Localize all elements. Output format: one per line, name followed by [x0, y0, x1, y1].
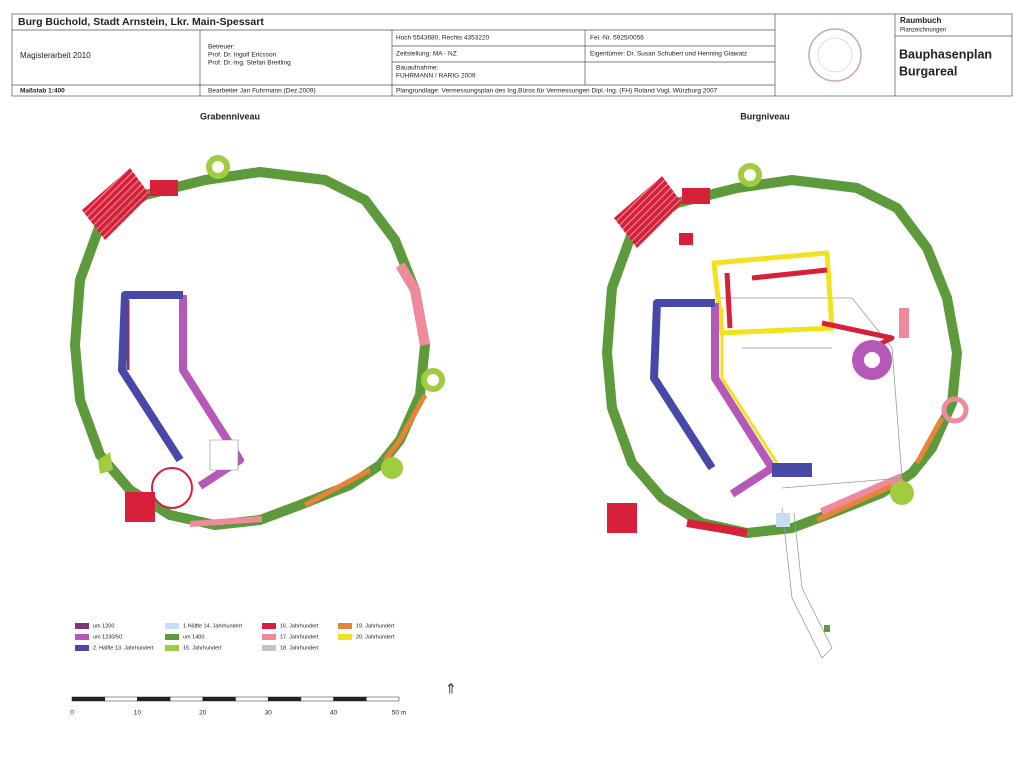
legend-swatch	[165, 645, 179, 651]
legend-swatch	[75, 645, 89, 651]
subcategory: Planzeichnungen	[900, 28, 946, 34]
category: Raumbuch	[900, 16, 941, 25]
scale-segment	[71, 696, 105, 702]
scale-segment	[169, 696, 204, 702]
legend-swatch	[262, 623, 276, 629]
plan-drawing	[70, 155, 445, 530]
scale-segment	[333, 696, 367, 702]
plan-drawing	[602, 163, 969, 659]
legend-label: 2. Hälfte 13. Jahrhundert	[93, 645, 154, 651]
scale-segment	[104, 696, 138, 702]
legend-label: 1.Hälfte 14. Jahrhundert	[183, 623, 242, 629]
advisor: Prof. Dr. Ingolf Ericsson	[208, 52, 277, 59]
site-number: Fel.-Nr. 5925/0056	[590, 35, 644, 42]
legend-label: 20. Jahrhundert	[356, 634, 395, 640]
owner: Eigentümer: Dr. Susan Schubert und Henni…	[590, 51, 747, 58]
base-plan: Plangrundlage: Vermessungsplan des Ing.B…	[396, 88, 718, 95]
plan-title: Burgareal	[899, 64, 957, 78]
legend-swatch	[165, 634, 179, 640]
legend-label: 15. Jahrhundert	[183, 645, 222, 651]
scale-label: 40	[330, 710, 338, 717]
scale-segment	[137, 696, 171, 702]
advisor: Betreuer:	[208, 44, 235, 51]
plan-title: Bauphasenplan	[899, 47, 992, 61]
plan-label: Burgniveau	[740, 111, 790, 121]
scale-label: 0	[70, 710, 74, 717]
scale-label: 30	[265, 710, 273, 717]
scale-segment	[300, 696, 334, 702]
legend-label: 17. Jahrhundert	[280, 634, 319, 640]
scale-label: 10	[134, 710, 142, 717]
legend-swatch	[75, 623, 89, 629]
legend-label: um 1200	[93, 623, 114, 629]
north-arrow: ⇑	[445, 681, 457, 697]
period: Zeitstellung: MA - NZ	[396, 51, 457, 58]
survey: Bauaufnahme:	[396, 65, 438, 72]
title: Burg Büchold, Stadt Arnstein, Lkr. Main-…	[18, 16, 264, 28]
plan-label: Grabenniveau	[200, 111, 260, 121]
scale: Maßstab 1:400	[20, 88, 65, 95]
editor: Bearbeiter Jan Fuhrmann (Dez.2009)	[208, 88, 316, 95]
scale-segment	[366, 696, 400, 702]
thesis: Magisterarbeit 2010	[20, 51, 91, 60]
legend-label: um 1400	[183, 634, 204, 640]
title-block	[11, 13, 1013, 97]
legend-label: 19. Jahrhundert	[356, 623, 395, 629]
scale-label: 20	[199, 710, 207, 717]
coordinates: Hoch 5543680, Rechts 4353220	[396, 35, 490, 42]
legend-swatch	[75, 634, 89, 640]
scale-segment	[235, 696, 269, 702]
legend-swatch	[165, 623, 179, 629]
legend-label: 18. Jahrhundert	[280, 645, 319, 651]
scale-segment	[267, 696, 302, 702]
legend-swatch	[262, 645, 276, 651]
legend-swatch	[262, 634, 276, 640]
scale-segment	[202, 696, 236, 702]
advisor: Prof. Dr.-Ing. Stefan Breitling	[208, 60, 291, 67]
survey: FUHRMANN / RARIG 2009	[396, 73, 476, 80]
legend-label: um 1230/50	[93, 634, 122, 640]
scale-label: 50 m	[392, 710, 406, 717]
legend-swatch	[338, 634, 352, 640]
legend-swatch	[338, 623, 352, 629]
legend-label: 16. Jahrhundert	[280, 623, 319, 629]
